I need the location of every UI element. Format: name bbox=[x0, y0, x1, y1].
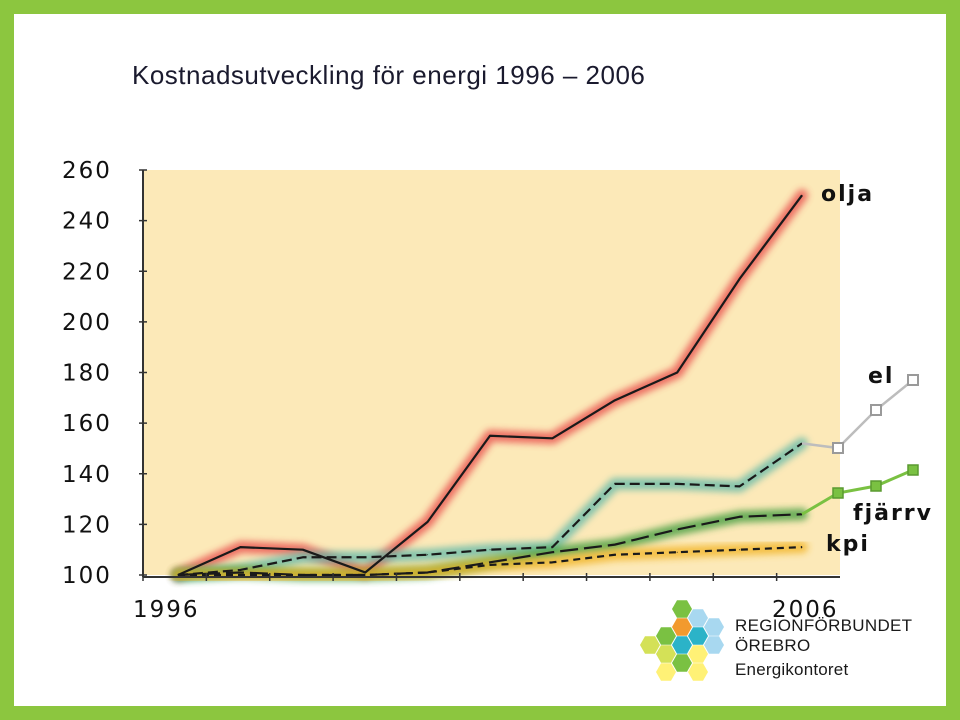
logo-text: REGIONFÖRBUNDET ÖREBRO Energikontoret bbox=[735, 616, 912, 684]
logo-hexagon bbox=[672, 600, 692, 618]
data-point-el bbox=[364, 556, 366, 558]
logo-hexagon bbox=[704, 636, 724, 654]
logo-hexagon bbox=[704, 618, 724, 636]
data-point-kpi bbox=[614, 554, 616, 556]
data-point-kpi bbox=[427, 571, 429, 573]
legend-marker-el bbox=[907, 374, 919, 386]
data-point-el bbox=[239, 569, 241, 571]
data-point-kpi bbox=[676, 551, 678, 553]
logo-hexagon bbox=[640, 636, 660, 654]
y-tick-label: 240 bbox=[62, 209, 112, 235]
data-point-kpi bbox=[177, 574, 179, 576]
y-tick-label: 260 bbox=[62, 158, 112, 184]
data-point-fj-rrv bbox=[676, 528, 678, 530]
logo-hexagon bbox=[656, 627, 676, 645]
logo-name-line1: REGIONFÖRBUNDET bbox=[735, 616, 913, 635]
legend-marker-el bbox=[832, 442, 844, 454]
logo-name-line3: Energikontoret bbox=[735, 660, 849, 679]
data-point-fj-rrv bbox=[739, 516, 741, 518]
legend-marker-fjarrv bbox=[907, 464, 919, 476]
data-point-olja bbox=[239, 546, 241, 548]
data-point-el bbox=[551, 546, 553, 548]
data-point-kpi bbox=[239, 574, 241, 576]
logo-hexagon bbox=[688, 609, 708, 627]
chart-title: Kostnadsutveckling för energi 1996 – 200… bbox=[132, 60, 646, 90]
logo-hexagon bbox=[656, 645, 676, 663]
data-point-el bbox=[489, 549, 491, 551]
x-tick-label-end: 2006 bbox=[772, 597, 839, 623]
data-point-el bbox=[676, 483, 678, 485]
data-point-olja bbox=[676, 372, 678, 373]
y-tick-label: 200 bbox=[62, 310, 112, 336]
regionforbundet-logo bbox=[640, 600, 724, 681]
y-tick-label: 160 bbox=[62, 411, 112, 437]
plot-area bbox=[143, 170, 840, 575]
data-point-kpi bbox=[302, 574, 304, 576]
y-tick-label: 100 bbox=[62, 563, 112, 589]
legend-trail-fjarrv bbox=[801, 468, 914, 516]
data-point-fj-rrv bbox=[551, 551, 553, 553]
data-point-olja bbox=[489, 435, 491, 437]
logo-hexagon bbox=[688, 663, 708, 681]
series-label-el: el bbox=[868, 364, 894, 389]
data-point-fj-rrv bbox=[239, 571, 241, 573]
y-tick-label: 180 bbox=[62, 361, 112, 387]
data-point-olja bbox=[551, 437, 553, 439]
data-point-el bbox=[302, 556, 304, 558]
y-tick-label: 140 bbox=[62, 462, 112, 488]
data-point-el bbox=[739, 485, 741, 487]
data-point-el bbox=[614, 483, 616, 485]
legend-marker-fjarrv bbox=[870, 480, 882, 492]
legend-marker-fjarrv bbox=[832, 487, 844, 499]
logo-hexagon-cluster-icon bbox=[640, 600, 724, 681]
logo-hexagon bbox=[688, 627, 708, 645]
data-point-olja bbox=[302, 549, 304, 551]
data-point-olja bbox=[364, 571, 366, 573]
data-point-olja bbox=[739, 278, 741, 280]
legend-trail-el bbox=[801, 379, 914, 450]
logo-name-line2: ÖREBRO bbox=[735, 636, 811, 655]
data-point-kpi bbox=[739, 549, 741, 551]
data-point-olja bbox=[801, 194, 803, 196]
data-point-kpi bbox=[801, 546, 803, 548]
logo-hexagon bbox=[672, 654, 692, 672]
data-point-fj-rrv bbox=[489, 561, 491, 563]
series-line-el bbox=[177, 442, 803, 577]
logo-hexagon bbox=[656, 663, 676, 681]
x-tick-label-start: 1996 bbox=[133, 597, 200, 623]
data-point-olja bbox=[427, 521, 429, 523]
y-tick-label: 120 bbox=[62, 512, 112, 538]
data-point-fj-rrv bbox=[614, 544, 616, 546]
data-point-el bbox=[427, 554, 429, 556]
series-label-fj-rrv: fjärrv bbox=[853, 501, 933, 526]
y-tick-label: 220 bbox=[62, 259, 112, 285]
series-label-olja: olja bbox=[821, 182, 874, 207]
series-label-kpi: kpi bbox=[826, 532, 870, 557]
data-point-kpi bbox=[364, 574, 366, 576]
logo-hexagon bbox=[688, 645, 708, 663]
data-point-olja bbox=[614, 399, 616, 401]
logo-hexagon bbox=[672, 618, 692, 636]
data-point-kpi bbox=[489, 564, 491, 566]
data-point-kpi bbox=[551, 561, 553, 563]
legend-marker-el bbox=[870, 404, 882, 416]
logo-hexagon bbox=[672, 636, 692, 654]
